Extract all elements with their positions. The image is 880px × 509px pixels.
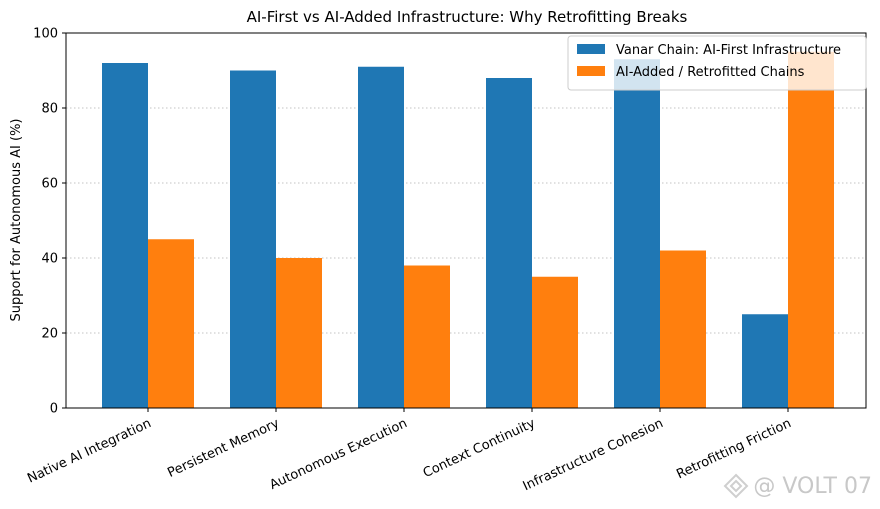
bar-retrofitted [788,51,834,408]
y-tick-label: 60 [41,177,58,192]
diamond-logo-icon [723,473,749,499]
x-tick-label: Autonomous Execution [267,416,409,493]
bar-vanar [230,70,276,408]
grid-lines [66,107,866,334]
bar-vanar [486,78,532,408]
bar-vanar [742,314,788,408]
bars [102,51,834,408]
bar-retrofitted [404,265,450,408]
y-tick-label: 0 [50,402,58,417]
bar-vanar [102,63,148,408]
bar-retrofitted [532,276,578,408]
x-tick-label: Infrastructure Cohesion [521,416,666,494]
y-tick-label: 20 [41,327,58,342]
watermark-text: @ VOLT 07 [753,473,872,499]
bar-retrofitted [276,258,322,408]
plot-frame [65,32,867,409]
bar-vanar [358,66,404,408]
chart-title: AI-First vs AI-Added Infrastructure: Why… [247,8,688,26]
y-axis-label: Support for Autonomous AI (%) [9,118,24,321]
y-tick-label: 80 [41,102,58,117]
legend-swatch-vanar [577,44,605,54]
watermark: @ VOLT 07 [723,473,872,499]
legend-label-vanar: Vanar Chain: AI-First Infrastructure [616,43,841,58]
bar-retrofitted [660,250,706,408]
y-tick-label: 100 [33,27,58,42]
y-tick-label: 40 [41,252,58,267]
bar-vanar [614,59,660,408]
x-axis-ticks: Native AI Integration Persistent MemoryAu… [25,408,794,494]
bar-retrofitted [148,239,194,408]
legend-label-retrofitted: AI-Added / Retrofitted Chains [616,65,805,80]
x-tick-label: Native AI Integration [25,416,153,487]
legend-box [567,35,867,91]
y-axis-ticks: 0 20 40 60 80 100 [33,27,66,417]
x-tick-label: Persistent Memory [165,416,282,481]
legend-swatch-retrofitted [577,66,605,76]
legend: Vanar Chain: AI-First Infrastructure AI-… [567,35,867,91]
x-tick-label: Context Continuity [421,416,538,481]
